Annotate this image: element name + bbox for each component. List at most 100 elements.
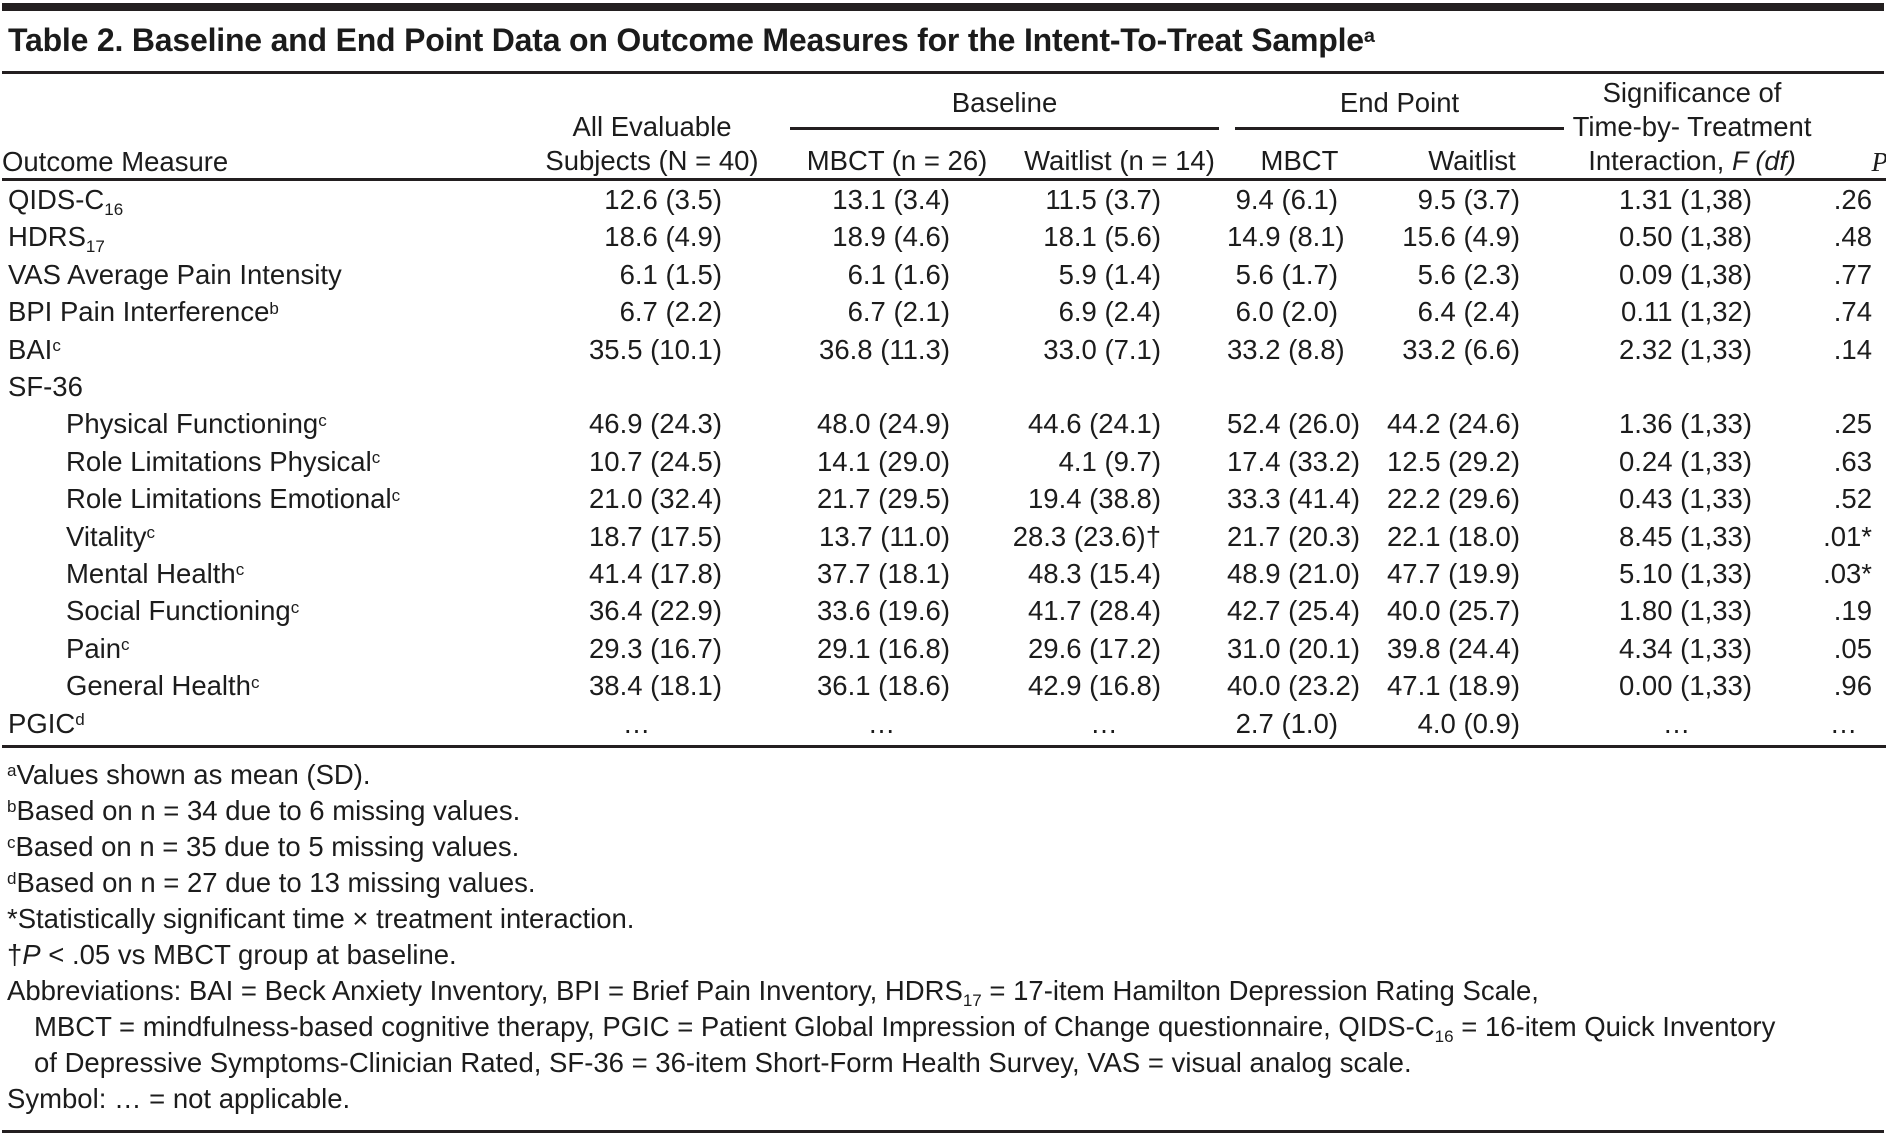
value-cell: 5.6 (2.3)	[1417, 258, 1521, 290]
value-cell: 2.32 (1,33)	[1619, 333, 1753, 365]
footnote-line: dBased on n = 27 due to 13 missing value…	[7, 867, 536, 899]
value-cell: …	[522, 704, 782, 749]
value-cell: 14.1 (29.0)	[816, 445, 950, 477]
header-all-evaluable-line2: Subjects (N = 40)	[545, 145, 759, 176]
table-top-rule	[2, 3, 1884, 11]
value-cell: 15.6 (4.9)	[1402, 221, 1521, 253]
value-cell: 12.5 (29.2)	[1387, 445, 1521, 477]
value-cell: 48.0 (24.9)	[816, 408, 950, 440]
value-cell: 36.8 (11.3)	[819, 333, 950, 365]
value-cell: 1.80 (1,33)	[1619, 595, 1753, 627]
footnote-line: Abbreviations: BAI = Beck Anxiety Invent…	[7, 975, 1539, 1011]
outcome-label-cell: BAIc	[8, 333, 61, 365]
value-cell: 21.7 (20.3)	[1227, 520, 1361, 552]
value-cell: 18.7 (17.5)	[588, 520, 722, 552]
value-cell	[1812, 368, 1886, 405]
value-cell: .52	[1833, 483, 1873, 515]
value-cell: 33.6 (19.6)	[816, 595, 950, 627]
outcome-label-cell: VAS Average Pain Intensity	[8, 258, 342, 290]
header-outcome-measure: Outcome Measure	[2, 76, 522, 181]
value-cell: 52.4 (26.0)	[1227, 408, 1361, 440]
value-cell: 8.45 (1,33)	[1619, 520, 1753, 552]
value-cell: …	[1812, 704, 1886, 749]
value-cell: 4.0 (0.9)	[1372, 704, 1573, 749]
value-cell: 33.2 (6.6)	[1402, 333, 1521, 365]
value-cell: 18.9 (4.6)	[832, 221, 950, 253]
value-cell: 9.5 (3.7)	[1417, 184, 1521, 215]
footnote-line: aValues shown as mean (SD).	[7, 759, 371, 791]
table-bottom-rule	[2, 1130, 1884, 1134]
value-cell	[1572, 368, 1812, 405]
value-cell: .26	[1833, 184, 1873, 215]
table-row: BPI Pain Interferenceb 6.7 (2.2) 6.7 (2.1)…	[2, 293, 1886, 330]
value-cell: .01*	[1823, 520, 1873, 552]
value-cell	[522, 368, 782, 405]
value-cell: 47.1 (18.9)	[1387, 670, 1521, 702]
value-cell: 0.11 (1,32)	[1621, 296, 1753, 328]
value-cell: 21.7 (29.5)	[816, 483, 950, 515]
table-row: VAS Average Pain Intensity 6.1 (1.5) 6.1 (…	[2, 256, 1886, 293]
table-body: QIDS-C16 12.6 (3.5) 13.1 (3.4) 11.5 (3.7) 9.…	[2, 180, 1886, 749]
value-cell: .96	[1833, 670, 1873, 702]
table-title: Table 2. Baseline and End Point Data on …	[8, 22, 1375, 58]
footnote-line: †P < .05 vs MBCT group at baseline.	[7, 939, 457, 971]
header-baseline-label: Baseline	[951, 86, 1058, 118]
header-significance-line: Time-by- Treatment	[1572, 111, 1812, 142]
footnotes: aValues shown as mean (SD). bBased on n =…	[2, 748, 1884, 1125]
value-cell: 42.9 (16.8)	[1027, 670, 1161, 702]
table-row: Vitalityc 18.7 (17.5) 13.7 (11.0) 28.3 (23.…	[2, 518, 1886, 555]
table-row: Role Limitations Emotionalc 21.0 (32.4) 21…	[2, 480, 1886, 517]
value-cell: 13.1 (3.4)	[832, 184, 950, 215]
outcome-label-cell: Vitalityc	[66, 520, 156, 552]
value-cell: 21.0 (32.4)	[588, 483, 722, 515]
value-cell: 9.4 (6.1)	[1235, 184, 1338, 215]
value-cell	[1227, 368, 1372, 405]
value-cell: 0.50 (1,38)	[1619, 221, 1753, 253]
value-cell: …	[1572, 704, 1813, 749]
header-group-endpoint: End Point	[1227, 76, 1572, 138]
header-all-evaluable-line1: All Evaluable	[572, 111, 732, 142]
value-cell: 0.00 (1,33)	[1619, 670, 1753, 702]
value-cell: 38.4 (18.1)	[588, 670, 722, 702]
value-cell: 40.0 (25.7)	[1387, 595, 1521, 627]
value-cell: 36.1 (18.6)	[816, 670, 950, 702]
value-cell: 29.6 (17.2)	[1027, 632, 1161, 664]
value-cell: .14	[1833, 333, 1873, 365]
value-cell: 5.10 (1,33)	[1619, 558, 1753, 590]
value-cell: 18.1 (5.6)	[1043, 221, 1161, 253]
value-cell: 5.6 (1.7)	[1235, 258, 1338, 290]
table-row: Physical Functioningc 46.9 (24.3) 48.0 (24…	[2, 405, 1886, 442]
table-row: General Healthc 38.4 (18.1) 36.1 (18.6) 42.…	[2, 667, 1886, 704]
value-cell: 35.5 (10.1)	[588, 333, 722, 365]
outcome-label-cell: Physical Functioningc	[66, 408, 327, 440]
value-cell: 42.7 (25.4)	[1227, 595, 1361, 627]
outcome-label-cell: Mental Healthc	[66, 558, 245, 590]
outcome-label-cell: QIDS-C16	[8, 184, 124, 219]
value-cell: 44.6 (24.1)	[1027, 408, 1161, 440]
value-cell: .63	[1833, 445, 1873, 477]
outcome-label-cell: General Healthc	[66, 670, 260, 702]
table-row: QIDS-C16 12.6 (3.5) 13.1 (3.4) 11.5 (3.7) 9.…	[2, 180, 1886, 219]
outcome-label-cell: PGICd	[2, 704, 522, 749]
baseline-group-rule	[790, 126, 1219, 130]
outcome-label-cell: Social Functioningc	[66, 595, 300, 627]
value-cell: 0.09 (1,38)	[1619, 258, 1753, 290]
table-row: PGICd……… 2.7 (1.0) 4.0 (0.9)……	[2, 704, 1886, 749]
outcome-label-cell: SF-36	[8, 371, 83, 403]
value-cell: .03*	[1823, 558, 1873, 590]
header-endpoint-mbct: MBCT	[1227, 137, 1372, 181]
value-cell: 40.0 (23.2)	[1227, 670, 1361, 702]
title-rule	[2, 71, 1884, 74]
value-cell: .25	[1833, 408, 1873, 440]
header-p: P	[1812, 76, 1886, 181]
value-cell: 33.2 (8.8)	[1227, 333, 1345, 365]
value-cell: 47.7 (19.9)	[1387, 558, 1521, 590]
value-cell: 6.0 (2.0)	[1235, 296, 1338, 328]
header-endpoint-waitlist: Waitlist	[1372, 137, 1573, 181]
value-cell: 29.1 (16.8)	[816, 632, 950, 664]
value-cell	[1372, 368, 1572, 405]
value-cell: 10.7 (24.5)	[588, 445, 722, 477]
value-cell: 18.6 (4.9)	[604, 221, 722, 253]
value-cell: 2.7 (1.0)	[1227, 704, 1372, 749]
footnote-line: bBased on n = 34 due to 6 missing values…	[7, 795, 521, 827]
